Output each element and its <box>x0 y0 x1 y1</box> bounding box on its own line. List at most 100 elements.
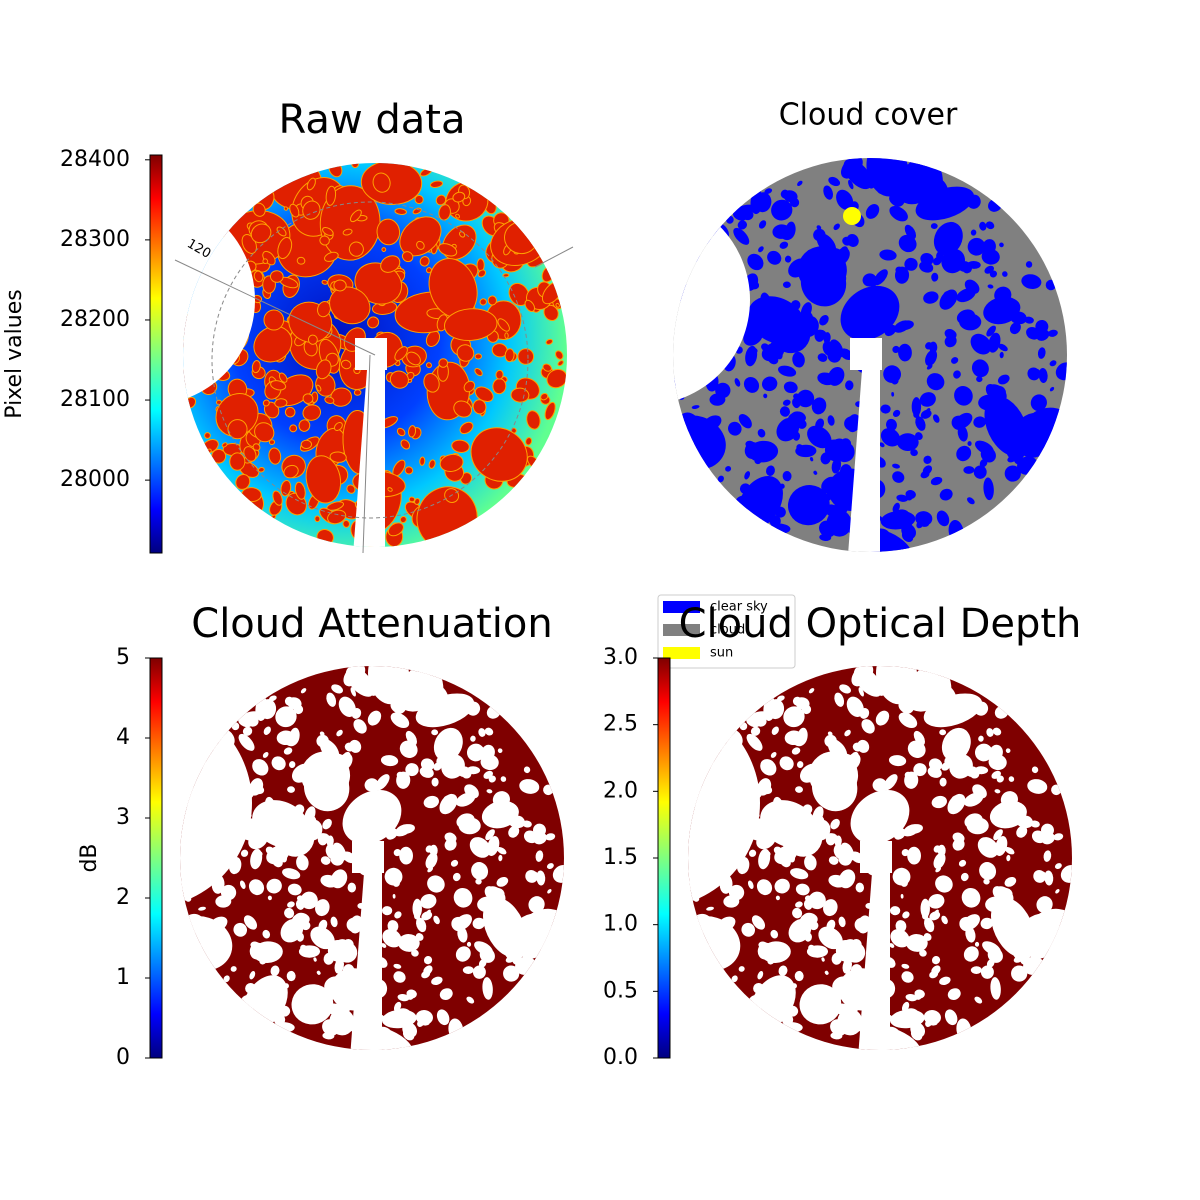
sky-blob <box>883 774 898 791</box>
sky-blob <box>1030 820 1040 828</box>
sky-blob <box>273 1013 286 1026</box>
sky-blob <box>352 674 361 683</box>
sky-blob <box>860 674 869 683</box>
sky-blob <box>776 417 800 442</box>
sky-blob <box>394 911 402 919</box>
sky-blob <box>791 983 797 989</box>
sky-blob <box>844 416 860 431</box>
sky-blob <box>806 945 829 958</box>
sky-blob <box>505 938 513 945</box>
sky-blob <box>535 850 544 862</box>
sky-blob <box>317 833 328 846</box>
sky-blob <box>479 298 487 306</box>
sky-blob <box>322 1032 335 1040</box>
sky-blob <box>902 911 910 919</box>
sky-blob <box>360 163 423 206</box>
sky-blob <box>854 917 870 933</box>
sky-blob <box>540 392 549 401</box>
colorbar-tick-label: 1.0 <box>603 912 638 937</box>
sky-blob <box>907 740 926 758</box>
sky-blob <box>536 870 546 886</box>
sky-blob <box>885 803 902 818</box>
sky-blob <box>404 466 414 475</box>
sky-blob <box>387 487 393 492</box>
sky-blob <box>829 339 844 359</box>
sky-blob <box>392 879 400 887</box>
sky-blob <box>779 241 789 249</box>
sky-blob <box>873 269 888 286</box>
sky-blob <box>887 1033 900 1044</box>
sky-blob <box>262 399 270 407</box>
sky-blob <box>879 786 886 793</box>
sky-blob <box>241 487 262 503</box>
sky-blob <box>869 281 876 289</box>
sky-blob <box>233 922 248 937</box>
sky-blob <box>932 414 940 423</box>
sky-blob <box>893 320 911 333</box>
sky-blob <box>986 728 994 737</box>
sky-blob <box>393 849 402 857</box>
sky-blob <box>1060 864 1072 883</box>
sky-blob <box>821 957 825 962</box>
sky-blob <box>276 226 287 237</box>
sky-blob <box>294 1008 300 1017</box>
sky-blob <box>952 838 965 851</box>
sky-blob <box>923 917 935 933</box>
sky-blob <box>1055 889 1060 894</box>
sky-blob <box>974 743 993 762</box>
sky-blob <box>940 510 945 515</box>
sky-blob <box>758 246 764 253</box>
sky-blob <box>774 878 790 894</box>
sky-blob <box>963 466 975 474</box>
sky-blob <box>799 842 806 847</box>
sky-blob <box>954 385 973 406</box>
sky-blob <box>342 519 350 528</box>
sky-blob <box>839 684 851 694</box>
sky-blob <box>283 464 299 479</box>
colorbar-tick-label: 2.5 <box>603 712 638 737</box>
sky-blob <box>886 418 897 431</box>
sky-blob <box>896 433 919 452</box>
sky-blob <box>310 926 335 950</box>
sky-blob <box>809 457 814 462</box>
sky-blob <box>842 958 852 974</box>
sky-blob <box>401 251 414 263</box>
sky-blob <box>835 940 856 962</box>
sky-blob <box>921 472 928 477</box>
sky-blob <box>496 876 509 887</box>
overlay-grid <box>211 201 529 519</box>
sky-blob <box>780 814 798 831</box>
sky-blob <box>728 421 742 436</box>
sky-blob <box>422 972 429 977</box>
sky-blob <box>466 996 475 1004</box>
sky-blob <box>478 728 486 737</box>
sky-blob <box>821 476 841 495</box>
sky-blob <box>780 189 790 199</box>
sky-blob <box>1047 329 1058 337</box>
sky-blob <box>1035 319 1049 333</box>
sky-blob <box>215 895 232 908</box>
sky-blob <box>876 666 918 705</box>
sky-blob <box>989 800 1027 829</box>
sky-blob <box>802 1008 808 1017</box>
sky-blob <box>994 385 1006 397</box>
sky-blob <box>296 256 306 265</box>
sky-blob <box>408 425 417 438</box>
sky-blob <box>928 894 945 909</box>
sky-blob <box>1027 367 1040 381</box>
sky-blob <box>894 828 906 840</box>
sky-blob <box>823 493 832 502</box>
sky-blob <box>790 300 801 311</box>
sky-blob <box>915 416 926 431</box>
sky-blob <box>892 345 900 353</box>
sky-blob <box>367 316 380 329</box>
sky-blob <box>750 299 765 315</box>
sky-blob <box>323 821 329 826</box>
sky-blob <box>195 919 201 926</box>
sky-blob <box>429 180 444 188</box>
sky-blob <box>504 332 509 339</box>
legend-label: clear sky <box>710 600 768 615</box>
sky-blob <box>734 378 741 387</box>
sky-blob <box>919 261 934 273</box>
colorbar-tick-label: 28300 <box>60 227 130 252</box>
